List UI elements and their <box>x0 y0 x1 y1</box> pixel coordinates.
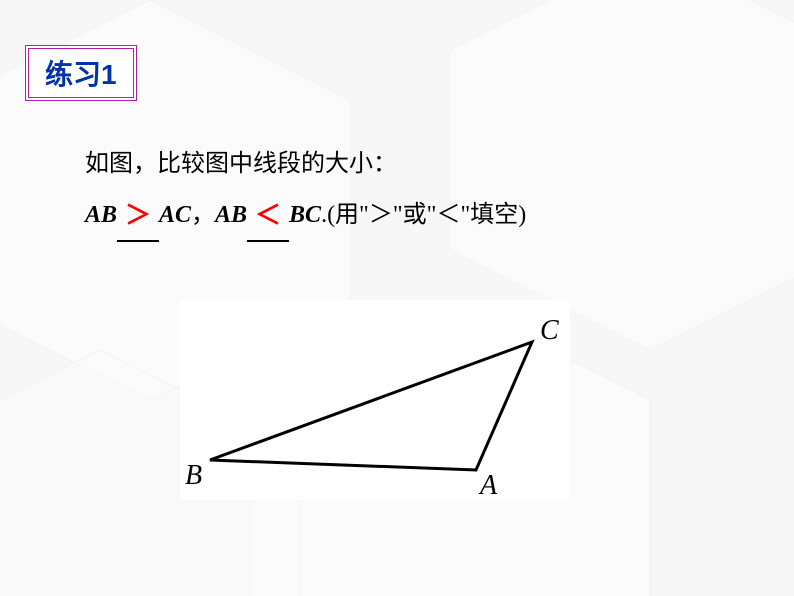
answer-1: ＞ <box>125 201 151 230</box>
answer-2: ＜ <box>255 201 281 230</box>
exercise-title-box: 练习1 <box>25 45 137 101</box>
question-area: 如图，比较图中线段的大小： AB＞AC，AB＜BC.(用"＞"或"＜"填空) <box>85 140 735 242</box>
vertex-label-b: B <box>185 460 202 492</box>
segment-ac: AC <box>159 202 191 228</box>
segment-ab-1: AB <box>85 202 117 228</box>
exercise-title: 练习1 <box>45 59 117 90</box>
segment-ab-2: AB <box>215 202 247 228</box>
separator-1: ， <box>191 202 215 228</box>
hint-text: (用"＞"或"＜"填空) <box>327 202 526 228</box>
segment-bc: BC <box>289 202 321 228</box>
blank-1: ＞ <box>117 188 159 242</box>
blank-2: ＜ <box>247 188 289 242</box>
triangle-shape <box>210 342 532 470</box>
triangle-svg <box>180 300 570 500</box>
question-line-2: AB＞AC，AB＜BC.(用"＞"或"＜"填空) <box>85 188 735 242</box>
vertex-label-a: A <box>480 470 497 502</box>
question-line-1: 如图，比较图中线段的大小： <box>85 140 735 188</box>
triangle-figure: B A C <box>180 300 570 500</box>
vertex-label-c: C <box>540 315 559 347</box>
